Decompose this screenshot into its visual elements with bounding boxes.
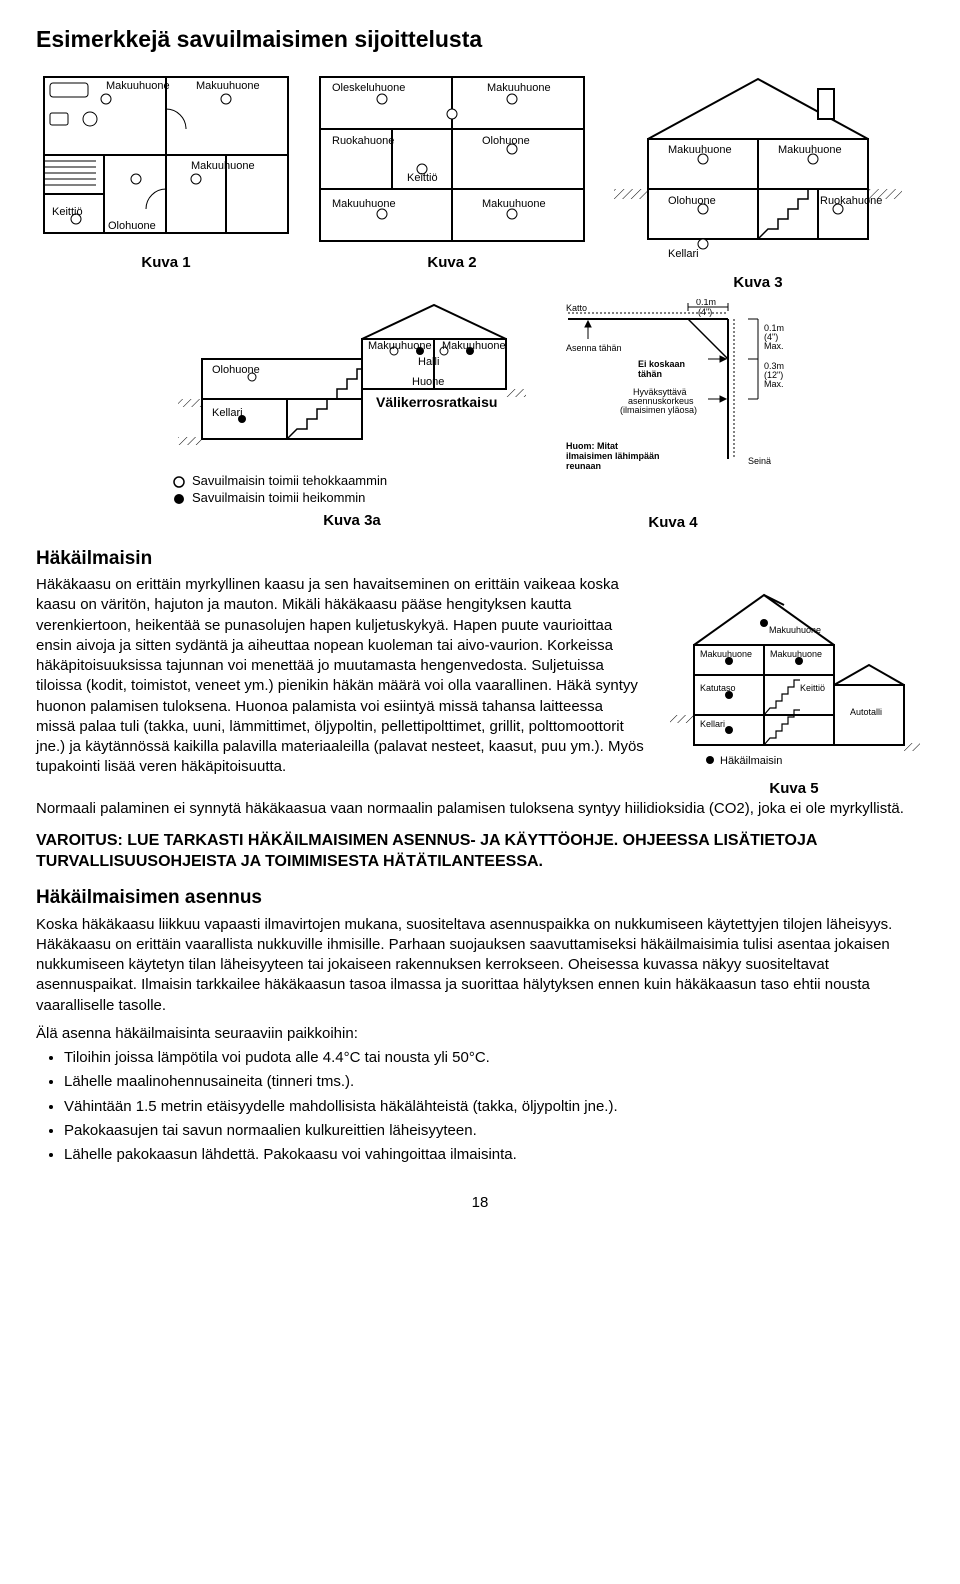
figure-1: Makuuhuone Makuuhuone Olohuone Keittiö M… — [36, 69, 296, 293]
label: Max. — [764, 379, 784, 389]
label: Katutaso — [700, 683, 736, 693]
label: Kellari — [668, 248, 699, 260]
label: Ruokahuone — [332, 135, 394, 147]
list-item: Vähintään 1.5 metrin etäisyydelle mahdol… — [64, 1097, 924, 1117]
section-heading-haka: Häkäilmaisin — [36, 546, 924, 572]
figure-3a: Olohuone Kellari Makuuhuone Makuuhuone H… — [172, 299, 532, 531]
label: Makuuhuone — [196, 80, 260, 92]
figure-3: Makuuhuone Makuuhuone Olohuone Ruokahuon… — [608, 69, 908, 293]
bullet-list: Tiloihin joissa lämpötila voi pudota all… — [64, 1048, 924, 1165]
label: Makuuhuone — [700, 649, 752, 659]
label: Makuuhuone — [106, 80, 170, 92]
label: Keittiö — [800, 683, 825, 693]
label: Makuuhuone — [482, 198, 546, 210]
figure-5: Makuuhuone Makuuhuone Makuuhuone Katutas… — [664, 575, 924, 799]
figure-2-label: Kuva 2 — [312, 253, 592, 273]
label: Katto — [566, 303, 587, 313]
figure-5-label: Kuva 5 — [664, 779, 924, 799]
label: Huom: Mitat — [566, 441, 618, 451]
label: Makuuhuone — [668, 144, 732, 156]
label: reunaan — [566, 461, 601, 471]
figure-3-label: Kuva 3 — [608, 273, 908, 293]
label: Makuuhuone — [191, 160, 255, 172]
figure-3a-label: Kuva 3a — [172, 511, 532, 531]
label: Makuuhuone — [778, 144, 842, 156]
list-item: Tiloihin joissa lämpötila voi pudota all… — [64, 1048, 924, 1068]
figure-4: Katto 0.1m (4") Asenna tähän Ei koskaan … — [548, 299, 798, 533]
legend-efficient: Savuilmaisin toimii tehokkaammin — [192, 473, 387, 490]
label: Olohuone — [482, 135, 530, 147]
list-item: Lähelle pakokaasun lähdettä. Pakokaasu v… — [64, 1145, 924, 1165]
label: Autotalli — [850, 707, 882, 717]
haka-para2: Normaali palaminen ei synnytä häkäkaasua… — [36, 799, 924, 819]
haka-body: Häkäkaasu on erittäin myrkyllinen kaasu … — [36, 575, 924, 799]
label: Olohuone — [108, 220, 156, 232]
section-heading-asennus: Häkäilmaisimen asennus — [36, 885, 924, 911]
legend: Savuilmaisin toimii tehokkaammin Savuilm… — [172, 473, 532, 507]
warning: VAROITUS: LUE TARKASTI HÄKÄILMAISIMEN AS… — [36, 830, 924, 873]
label: Ruokahuone — [820, 195, 882, 207]
ala-asenna: Älä asenna häkäilmaisinta seuraaviin pai… — [36, 1024, 924, 1044]
label: Makuuhuone — [332, 198, 396, 210]
label: Makuuhuone — [442, 340, 506, 352]
list-item: Lähelle maalinohennusaineita (tinneri tm… — [64, 1072, 924, 1092]
label: Keittiö — [407, 172, 438, 184]
label: Huone — [412, 376, 444, 388]
label: 0.1m — [696, 299, 716, 307]
list-item: Pakokaasujen tai savun normaalien kulkur… — [64, 1121, 924, 1141]
figure-2: Oleskeluhuone Makuuhuone Ruokahuone Oloh… — [312, 69, 592, 293]
label: Olohuone — [212, 364, 260, 376]
label: Ei koskaan — [638, 359, 685, 369]
label: Välikerrosratkaisu — [376, 394, 497, 410]
figure-row-2: Olohuone Kellari Makuuhuone Makuuhuone H… — [36, 299, 924, 533]
label: Halli — [418, 356, 439, 368]
label: Max. — [764, 341, 784, 351]
page-title: Esimerkkejä savuilmaisimen sijoittelusta — [36, 24, 924, 55]
legend-weak: Savuilmaisin toimii heikommin — [192, 490, 365, 507]
label: (4") — [698, 307, 712, 317]
figure-1-label: Kuva 1 — [36, 253, 296, 273]
label: Keittiö — [52, 206, 83, 218]
label: ilmaisimen lähimpään — [566, 451, 660, 461]
label: Olohuone — [668, 195, 716, 207]
page-number: 18 — [36, 1193, 924, 1213]
figure-4-label: Kuva 4 — [548, 513, 798, 533]
label: Makuuhuone — [487, 82, 551, 94]
label: Kellari — [212, 407, 243, 419]
label: Kellari — [700, 719, 725, 729]
label: Häkäilmaisin — [720, 755, 782, 767]
label: Makuuhuone — [769, 625, 821, 635]
asennus-para: Koska häkäkaasu liikkuu vapaasti ilmavir… — [36, 915, 924, 1016]
label: tähän — [638, 369, 662, 379]
figure-row-1: Makuuhuone Makuuhuone Olohuone Keittiö M… — [36, 69, 924, 293]
label: Makuuhuone — [368, 340, 432, 352]
haka-para: Häkäkaasu on erittäin myrkyllinen kaasu … — [36, 575, 646, 778]
label: (ilmaisimen yläosa) — [620, 405, 697, 415]
label: Makuuhuone — [770, 649, 822, 659]
label: Seinä — [748, 456, 771, 466]
label: Asenna tähän — [566, 343, 622, 353]
label: Oleskeluhuone — [332, 82, 405, 94]
